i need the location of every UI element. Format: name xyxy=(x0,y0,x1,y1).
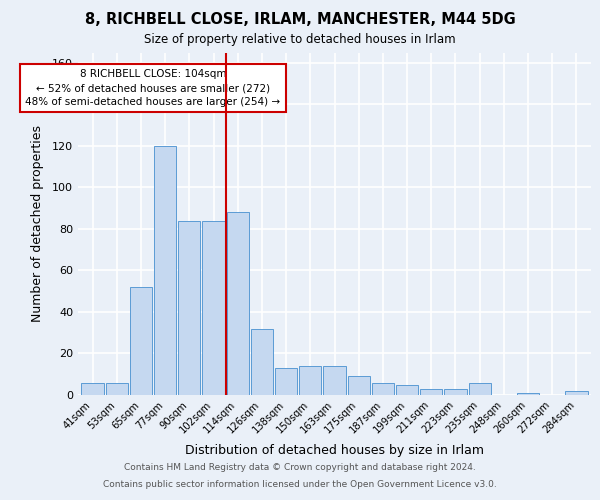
Bar xyxy=(445,389,467,395)
Bar xyxy=(82,382,104,395)
Bar xyxy=(202,220,224,395)
Bar xyxy=(517,393,539,395)
X-axis label: Distribution of detached houses by size in Irlam: Distribution of detached houses by size … xyxy=(185,444,484,457)
Bar xyxy=(323,366,346,395)
Text: Contains public sector information licensed under the Open Government Licence v3: Contains public sector information licen… xyxy=(103,480,497,489)
Bar xyxy=(565,391,587,395)
Text: Size of property relative to detached houses in Irlam: Size of property relative to detached ho… xyxy=(144,32,456,46)
Bar xyxy=(420,389,442,395)
Bar xyxy=(396,384,418,395)
Bar xyxy=(372,382,394,395)
Bar xyxy=(106,382,128,395)
Bar xyxy=(227,212,249,395)
Bar xyxy=(130,287,152,395)
Text: 8, RICHBELL CLOSE, IRLAM, MANCHESTER, M44 5DG: 8, RICHBELL CLOSE, IRLAM, MANCHESTER, M4… xyxy=(85,12,515,28)
Bar xyxy=(154,146,176,395)
Bar xyxy=(299,366,322,395)
Bar xyxy=(251,328,273,395)
Bar xyxy=(178,220,200,395)
Bar xyxy=(347,376,370,395)
Text: Contains HM Land Registry data © Crown copyright and database right 2024.: Contains HM Land Registry data © Crown c… xyxy=(124,464,476,472)
Bar xyxy=(469,382,491,395)
Bar xyxy=(275,368,297,395)
Y-axis label: Number of detached properties: Number of detached properties xyxy=(31,125,44,322)
Text: 8 RICHBELL CLOSE: 104sqm
← 52% of detached houses are smaller (272)
48% of semi-: 8 RICHBELL CLOSE: 104sqm ← 52% of detach… xyxy=(25,69,281,107)
